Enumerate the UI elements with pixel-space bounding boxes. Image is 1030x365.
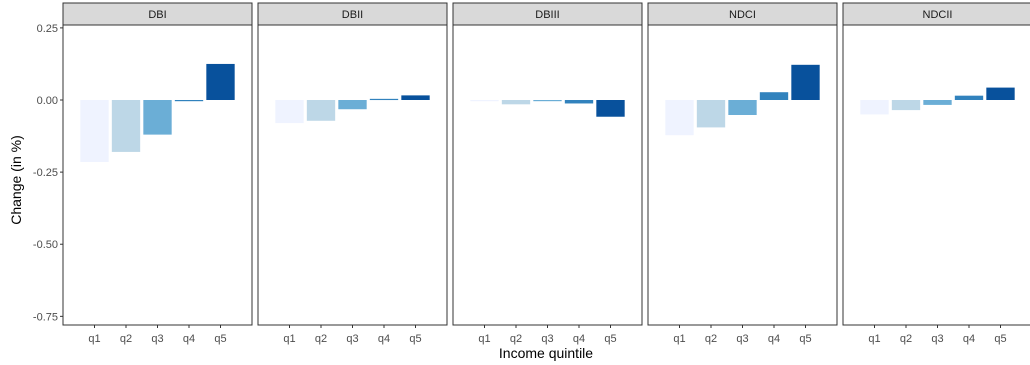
bar-q3 [923,100,952,105]
bar-q5 [206,63,235,100]
x-tick-label: q4 [378,333,390,345]
bar-q5 [401,95,430,100]
panel-border [257,24,448,326]
bar-q4 [759,92,789,100]
x-tick-label: q4 [183,333,195,345]
bar-q3 [338,100,367,110]
x-tick-label: q4 [768,333,780,345]
x-tick-label: q3 [151,333,163,345]
x-tick-label: q1 [673,333,685,345]
x-tick-label: q2 [315,333,327,345]
bar-q1 [80,100,109,163]
x-tick-label: q5 [409,333,421,345]
y-tick-label: -0.50 [33,239,58,251]
x-tick-label: q3 [736,333,748,345]
y-tick-label: 0.00 [37,95,58,107]
facet-panel: DBI q1 q2 q3 q4 q5 [62,2,253,345]
x-tick-label: q4 [963,333,975,345]
x-tick-label: q4 [573,333,585,345]
x-tick-label: q5 [214,333,226,345]
bar-q1 [665,100,694,136]
x-tick-label: q2 [120,333,132,345]
facet-strip-label: DBII [342,9,363,21]
x-tick-label: q5 [604,333,616,345]
x-axis-title: Income quintile [499,345,593,361]
x-tick-label: q3 [541,333,553,345]
x-tick-label: q2 [900,333,912,345]
x-tick-label: q2 [705,333,717,345]
bar-q2 [696,100,726,128]
bar-q3 [533,100,562,102]
y-axis: 0.25 0.00 -0.25 -0.50 -0.75 [33,23,63,323]
bar-q1 [470,100,499,102]
bar-q5 [986,87,1015,100]
facet-strip-label: NDCI [729,9,756,21]
bar-q2 [111,100,141,152]
bar-q5 [791,64,820,100]
x-tick-label: q3 [931,333,943,345]
x-tick-label: q2 [510,333,522,345]
x-tick-label: q5 [799,333,811,345]
facet-strip-label: DBIII [535,9,559,21]
x-tick-label: q1 [88,333,100,345]
bar-q5 [596,100,625,117]
facet-panel: DBII q1 q2 q3 q4 q5 [257,2,448,345]
bar-q2 [306,100,336,121]
facet-panel: DBIII q1 q2 q3 q4 q5 [452,2,643,345]
y-axis-title: Change (in %) [8,135,24,225]
bar-q3 [728,100,757,115]
bar-q4 [954,95,984,100]
facet-strip-label: NDCII [923,9,953,21]
x-tick-label: q3 [346,333,358,345]
x-tick-label: q1 [868,333,880,345]
facet-panels: DBI q1 q2 q3 q4 q5 DBII q1 q2 q3 q4 q5 DBIII q1 q2 q3 q4… [62,2,1030,345]
bar-q1 [860,100,889,115]
y-tick-label: -0.25 [33,167,58,179]
panel-border [452,24,643,326]
bar-q2 [501,100,531,105]
x-tick-label: q1 [478,333,490,345]
panel-border [842,24,1030,326]
bar-q2 [891,100,921,111]
bar-q4 [174,100,204,102]
x-tick-label: q1 [283,333,295,345]
y-tick-label: 0.25 [37,23,58,35]
bar-q4 [564,100,594,104]
bar-q4 [369,98,399,101]
y-tick-label: -0.75 [33,311,58,323]
bar-q3 [143,100,172,135]
facet-panel: NDCI q1 q2 q3 q4 q5 [647,2,838,345]
x-tick-label: q5 [994,333,1006,345]
facet-panel: NDCII q1 q2 q3 q4 q5 [842,2,1030,345]
bar-q1 [275,100,304,124]
facet-strip-label: DBI [148,9,166,21]
